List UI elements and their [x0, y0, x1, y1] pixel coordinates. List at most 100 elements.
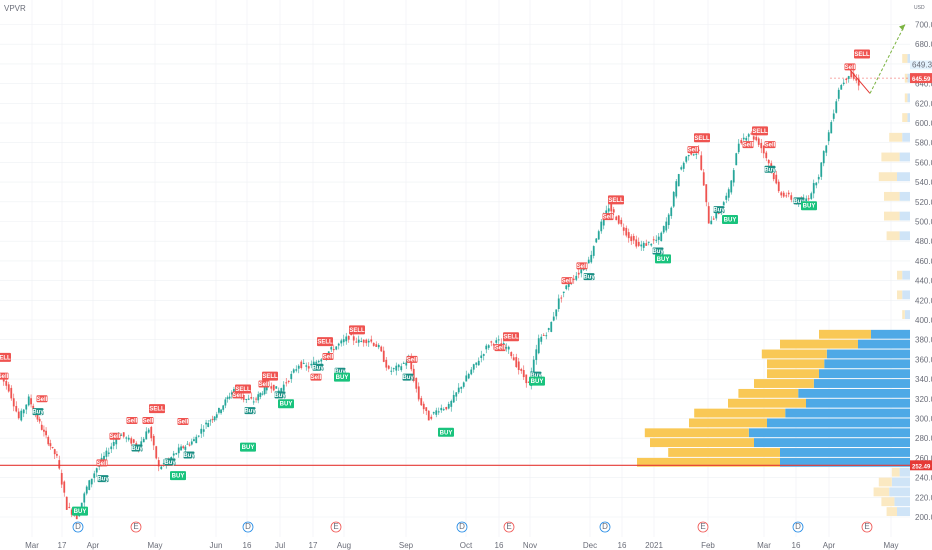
volume-bar-sell: [891, 467, 900, 477]
candle-body: [88, 480, 91, 490]
volume-bar-buy: [806, 398, 910, 408]
candle-body: [202, 429, 205, 432]
candle-body: [20, 410, 23, 421]
candle-body: [680, 167, 683, 170]
candle-body: [63, 481, 66, 493]
candle-body: [435, 410, 438, 415]
x-tick-label: 16: [618, 541, 627, 550]
buy-signal: [583, 273, 595, 281]
candle-body: [410, 357, 413, 370]
y-tick-label: 380.00: [915, 336, 932, 345]
buy-signal: [801, 201, 817, 211]
sell-signal: [694, 133, 710, 143]
candle-body: [357, 339, 360, 343]
volume-bar-buy: [907, 54, 910, 63]
volume-bar-sell: [637, 457, 780, 467]
sell-signal: [177, 417, 189, 425]
candle-body: [825, 145, 828, 153]
candle-body: [211, 419, 214, 421]
volume-bar-sell: [738, 388, 799, 398]
event-marker: [330, 521, 342, 533]
candle-body: [552, 316, 555, 321]
price-axis-unit: USD: [914, 5, 925, 11]
candle-body: [22, 409, 25, 414]
candle-body: [677, 174, 680, 187]
volume-bar-sell: [873, 487, 890, 497]
event-marker-label: D: [602, 522, 608, 531]
candle-body: [512, 357, 515, 361]
candle-body: [337, 343, 340, 346]
buy-signal: [183, 451, 195, 459]
candle-body: [600, 221, 603, 232]
candle-body: [10, 387, 13, 399]
volume-bar-buy: [902, 290, 910, 300]
candle-body: [772, 171, 775, 180]
volume-bar-buy: [785, 408, 910, 418]
volume-bar-buy: [899, 191, 910, 201]
x-tick-label: Oct: [460, 541, 473, 550]
candle-body: [300, 361, 303, 369]
buy-signal: [164, 458, 176, 466]
candle-body: [837, 89, 840, 99]
candle-body: [380, 346, 383, 352]
chart-title: VPVR: [4, 4, 26, 13]
signal-label: SELL: [349, 328, 365, 334]
signal-label: Buy: [793, 199, 805, 205]
y-tick-label: 440.00: [915, 277, 932, 286]
sell-signal: [149, 404, 165, 414]
sell-signal: [322, 352, 334, 360]
volume-bar-buy: [871, 329, 910, 339]
buy-signal: [655, 254, 671, 264]
candle-body: [665, 221, 668, 231]
candle-body: [682, 162, 685, 169]
candle-body: [220, 409, 222, 414]
volume-bar-sell: [886, 507, 897, 516]
candle-body: [857, 79, 860, 86]
volume-bar-buy: [899, 467, 910, 477]
candle-body: [305, 365, 308, 367]
signal-label: Sell: [323, 354, 334, 360]
volume-bar-buy: [899, 211, 910, 221]
volume-bar-buy: [904, 310, 910, 319]
signal-label: Sell: [845, 65, 856, 71]
signal-label: Sell: [407, 357, 418, 363]
candle-body: [485, 345, 488, 350]
signal-label: Sell: [143, 418, 154, 424]
x-tick-label: Jul: [275, 541, 285, 550]
y-tick-label: 580.00: [915, 139, 932, 148]
y-tick-label: 280.00: [915, 434, 932, 443]
candle-body: [27, 396, 30, 406]
signal-label: Sell: [0, 374, 9, 380]
candle-body: [492, 344, 495, 346]
candle-body: [53, 449, 56, 455]
candle-body: [550, 321, 553, 332]
candle-body: [224, 399, 227, 406]
candle-body: [330, 347, 333, 350]
signal-label: Sell: [97, 461, 108, 467]
candle-body: [350, 333, 353, 336]
support-line: [0, 77, 910, 466]
candle-body: [522, 370, 525, 378]
event-marker-label: D: [245, 522, 251, 531]
candle-body: [582, 268, 585, 270]
candle-body: [5, 381, 8, 386]
candle-body: [193, 439, 195, 442]
time-axis[interactable]: Mar 17 Apr May Jun 16 Jul 17 Aug Sep Oct 16 Nov Dec 16…: [25, 541, 898, 550]
candle-body: [228, 396, 231, 399]
price-axis[interactable]: 200.00 220.00 240.00 260.00 280.00 300.00 320.…: [910, 21, 932, 523]
buy-signal: [278, 399, 294, 409]
signal-label: Buy: [402, 375, 414, 381]
candle-body: [83, 493, 86, 503]
signal-label: Sell: [127, 418, 138, 424]
volume-bar-sell: [897, 290, 903, 300]
candle-body: [252, 401, 255, 403]
signal-label: Buy: [652, 249, 664, 255]
candle-body: [842, 82, 845, 85]
candle-body: [630, 236, 633, 242]
candle-body: [315, 361, 318, 364]
candle-body: [375, 344, 378, 347]
candle-body: [477, 360, 480, 366]
candle-body: [462, 382, 465, 387]
